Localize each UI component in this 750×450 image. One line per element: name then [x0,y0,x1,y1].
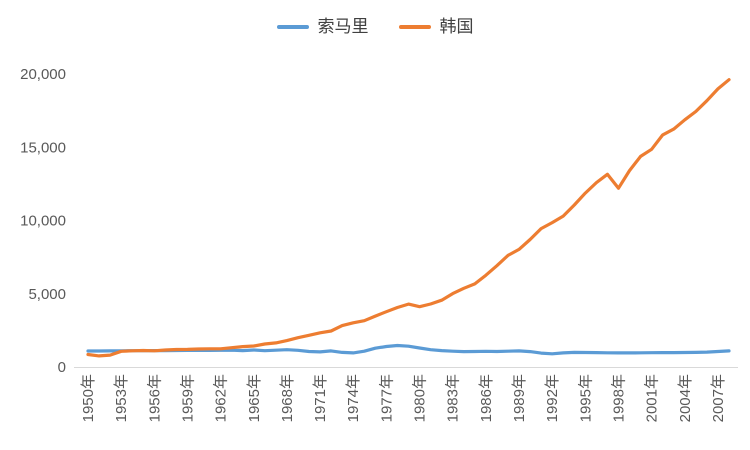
y-tick-label: 10,000 [20,213,66,230]
x-tick-label: 2007年 [710,374,727,422]
legend-line-swatch-korea [398,24,431,29]
y-tick-label: 0 [58,359,66,376]
x-tick-label: 1980年 [412,374,429,422]
legend-label-korea: 韩国 [439,17,474,36]
legend-label-somalia: 索马里 [317,17,369,36]
legend-item-somalia: 索马里 [276,17,369,36]
x-tick-label: 1965年 [246,374,263,422]
x-tick-label: 1959年 [179,374,196,422]
y-tick-label: 5,000 [28,286,66,303]
y-tick-label: 15,000 [20,139,66,156]
x-tick-label: 1983年 [445,374,462,422]
legend-item-korea: 韩国 [398,17,474,36]
x-tick-label: 2004年 [677,374,694,422]
x-tick-label: 1953年 [113,374,130,422]
x-tick-label: 1971年 [312,374,329,422]
y-tick-label: 20,000 [20,66,66,83]
x-tick-label: 1956年 [146,374,163,422]
x-tick-label: 1968年 [279,374,296,422]
x-tick-label: 1974年 [345,374,362,422]
x-tick-label: 1977年 [378,374,395,422]
x-tick-label: 1986年 [478,374,495,422]
chart-legend: 索马里 韩国 [0,18,750,35]
x-tick-label: 2001年 [644,374,661,422]
x-tick-label: 1950年 [80,374,97,422]
x-tick-label: 1998年 [610,374,627,422]
x-tick-label: 1962年 [213,374,230,422]
x-tick-label: 1989年 [511,374,528,422]
series-line-korea [86,78,731,358]
legend-line-swatch-somalia [276,24,309,29]
x-tick-label: 1995年 [577,374,594,422]
x-tick-label: 1992年 [544,374,561,422]
